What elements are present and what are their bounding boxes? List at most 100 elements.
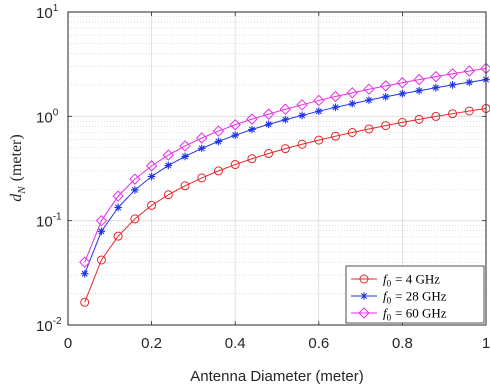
data-point [381, 92, 390, 101]
data-point [329, 90, 342, 103]
data-point [97, 227, 106, 236]
data-point [230, 160, 240, 170]
data-point [346, 87, 358, 99]
data-point [262, 108, 275, 120]
data-point [297, 139, 307, 149]
data-point [363, 83, 375, 95]
legend-subscript: 0 [387, 279, 392, 289]
data-point [131, 186, 139, 194]
data-point [80, 297, 90, 307]
data-point [246, 113, 258, 125]
plot-area-frame [67, 11, 487, 326]
y-tick-label: 100 [36, 107, 59, 126]
data-point [197, 173, 207, 183]
data-point [397, 117, 407, 127]
y-tick-base: 10 [36, 109, 53, 126]
data-point [164, 161, 173, 170]
data-point [379, 80, 392, 92]
series-1 [80, 103, 490, 307]
data-point [280, 144, 290, 154]
legend-value: = 28 GHz [395, 289, 447, 304]
data-point [365, 96, 373, 104]
data-point [296, 99, 308, 111]
data-point [264, 149, 274, 159]
legend-label: f0 = 28 GHz [383, 289, 447, 306]
data-point [396, 77, 409, 89]
data-point [331, 103, 340, 112]
data-point [162, 149, 175, 161]
y-axis-unit: (meter) [8, 134, 25, 181]
data-point [279, 103, 292, 115]
data-point [415, 86, 423, 95]
y-tick-label: 10-2 [36, 316, 62, 335]
axis-ticks [67, 11, 487, 326]
data-point [463, 65, 475, 77]
data-point [179, 140, 191, 152]
x-tick-label: 0.6 [308, 335, 329, 352]
data-point [446, 68, 459, 80]
y-tick-exponent: 1 [53, 3, 59, 14]
x-tick-label: 1 [482, 335, 490, 352]
legend-subscript: 0 [387, 313, 392, 323]
legend-symbol: f [383, 306, 389, 321]
y-axis-title: dN (meter) [8, 134, 28, 201]
data-point [432, 83, 440, 92]
data-point [264, 120, 273, 129]
data-point [281, 115, 290, 124]
x-tick-label: 0.4 [225, 335, 246, 352]
data-point [347, 127, 357, 137]
data-point [212, 125, 225, 137]
data-point [364, 124, 374, 134]
data-point [314, 135, 324, 145]
data-point [430, 70, 442, 83]
data-point [114, 203, 122, 212]
y-axis-subscript: N [16, 186, 28, 195]
data-point [213, 166, 223, 176]
y-tick-base: 10 [36, 5, 53, 22]
data-point [197, 144, 206, 153]
legend-value: = 4 GHz [395, 272, 440, 287]
data-point [231, 131, 239, 139]
data-point [80, 269, 89, 278]
series-layer [79, 62, 490, 307]
y-axis-symbol: d [8, 193, 25, 202]
data-point [315, 107, 323, 115]
data-point [448, 81, 457, 89]
legend-label: f0 = 4 GHz [383, 272, 440, 289]
data-point [248, 125, 256, 134]
y-tick-exponent: 0 [53, 107, 59, 118]
data-point [359, 274, 369, 284]
series-line [84, 67, 487, 263]
data-point [181, 152, 189, 161]
data-point [196, 132, 208, 144]
data-point [214, 137, 223, 146]
data-point [147, 172, 156, 181]
x-tick-label: 0.8 [392, 335, 413, 352]
y-tick-label: 10-1 [36, 212, 62, 231]
series-3 [79, 62, 490, 268]
data-point [229, 119, 241, 131]
data-point [431, 111, 441, 121]
legend-entry: f0 = 28 GHz [351, 289, 447, 306]
x-tick-label: 0 [64, 335, 72, 352]
legend-value: = 60 GHz [395, 306, 447, 321]
legend-subscript: 0 [387, 296, 392, 306]
data-point [448, 109, 458, 119]
data-point [358, 307, 370, 319]
data-point [180, 181, 190, 191]
series-line [84, 107, 487, 303]
y-tick-base: 10 [36, 318, 53, 335]
data-point [465, 78, 474, 87]
x-axis-title: Antenna Diameter (meter) [190, 368, 363, 385]
legend-box [345, 265, 485, 324]
data-point [348, 99, 357, 108]
data-point [95, 214, 108, 227]
legend-symbol: f [383, 272, 389, 287]
data-point [464, 106, 474, 116]
data-point [129, 173, 141, 185]
legend-symbol: f [383, 289, 389, 304]
